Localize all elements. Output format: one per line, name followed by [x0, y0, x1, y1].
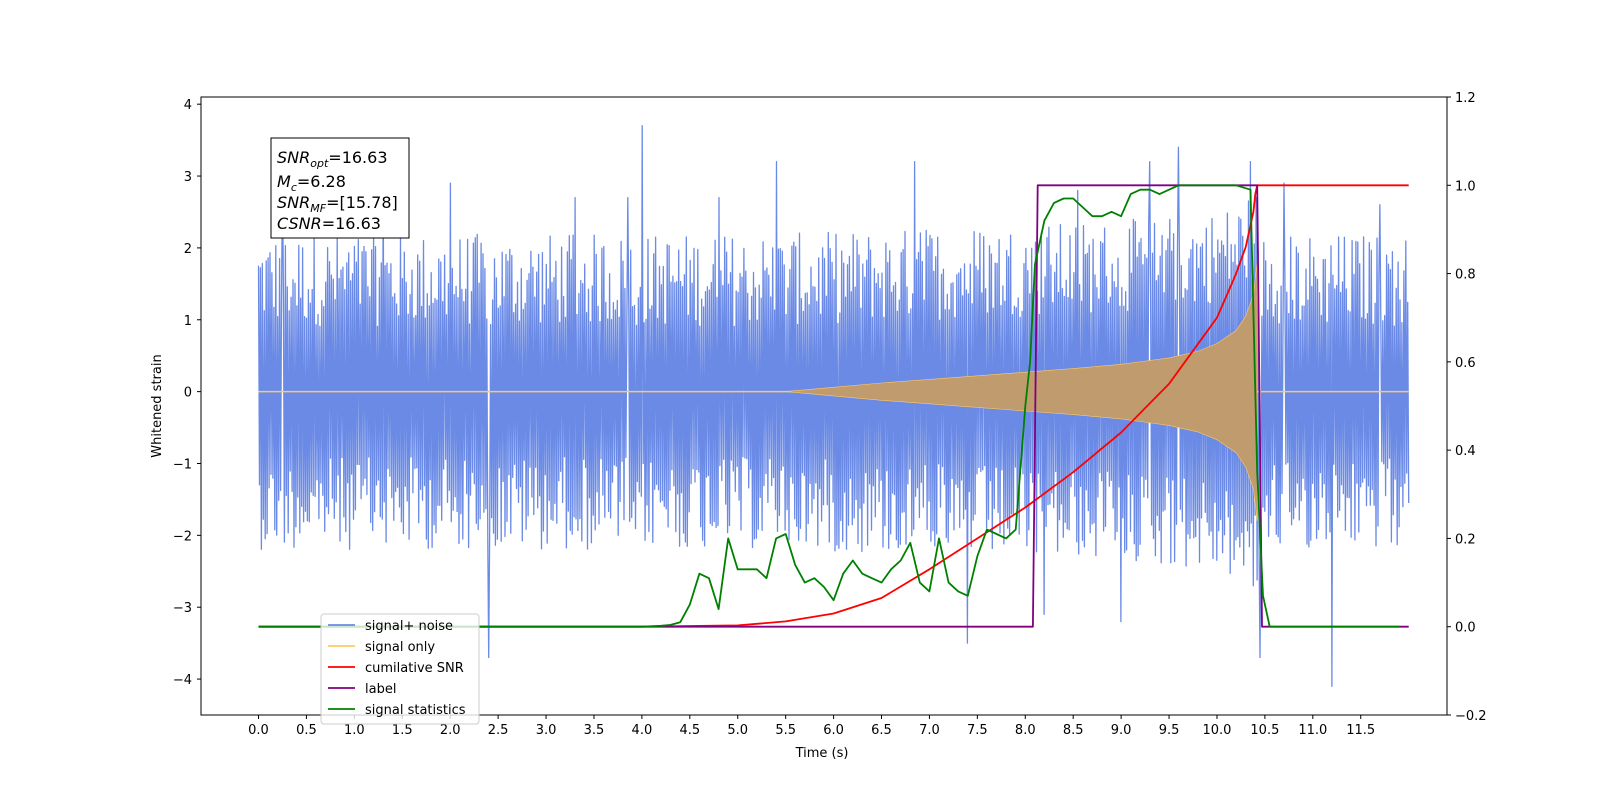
y2-tick-label: 0.2 — [1455, 532, 1476, 547]
snr-opt-value: =16.63 — [328, 148, 387, 167]
x-tick-label: 6.5 — [871, 723, 892, 738]
legend-label: label — [365, 682, 396, 697]
y-axis-right: −0.2 0.0 0.2 0.4 0.6 0.8 1.0 1.2 — [1447, 91, 1487, 724]
legend-label: signal+ noise — [365, 619, 453, 634]
x-tick-label: 3.0 — [536, 723, 557, 738]
x-axis-label: Time (s) — [795, 746, 849, 761]
x-tick-label: 4.5 — [679, 723, 700, 738]
legend-frame — [320, 613, 480, 725]
plot-frame — [200, 96, 1448, 716]
annotation-box: SNRopt=16.63 Mc=6.28 SNRMF=[15.78] CSNR=… — [270, 137, 410, 239]
y-tick-label: −1 — [173, 457, 192, 472]
y-tick-label: −2 — [173, 529, 192, 544]
y-tick-label: 4 — [184, 98, 192, 113]
annotation-snr-opt: SNRopt=16.63 — [277, 148, 388, 170]
x-tick-label: 5.5 — [775, 723, 796, 738]
x-tick-label: 11.0 — [1298, 723, 1327, 738]
y-tick-label: 0 — [184, 386, 192, 401]
x-tick-label: 9.0 — [1111, 723, 1132, 738]
snr-mf-sub: MF — [310, 202, 326, 215]
x-tick-label: 0.5 — [296, 723, 317, 738]
y-tick-label: 3 — [184, 170, 192, 185]
annotation-csnr: CSNR=16.63 — [277, 214, 381, 233]
annotation-frame — [270, 137, 410, 239]
annotation-mc: Mc=6.28 — [277, 172, 346, 194]
x-tick-label: 8.0 — [1015, 723, 1036, 738]
y2-tick-label: 1.2 — [1455, 91, 1476, 106]
x-tick-label: 7.0 — [919, 723, 940, 738]
x-tick-label: 2.5 — [488, 723, 509, 738]
x-axis: 0.0 0.5 1.0 1.5 2.0 2.5 3.0 3.5 4.0 4.5 5.0 5.5 6.0 6… — [248, 715, 1375, 738]
csnr-value: =16.63 — [322, 214, 381, 233]
y2-tick-label: 0.8 — [1455, 268, 1476, 283]
mc-sub: c — [291, 181, 297, 194]
x-tick-label: 7.5 — [967, 723, 988, 738]
x-tick-label: 1.0 — [344, 723, 365, 738]
x-tick-label: 11.5 — [1346, 723, 1375, 738]
x-tick-label: 6.0 — [823, 723, 844, 738]
x-tick-label: 3.5 — [584, 723, 605, 738]
x-tick-label: 0.0 — [248, 723, 269, 738]
x-tick-label: 5.0 — [727, 723, 748, 738]
series-signal-only — [785, 262, 1258, 522]
x-tick-label: 2.0 — [440, 723, 461, 738]
y-tick-label: 2 — [184, 242, 192, 257]
mc-value: =6.28 — [297, 172, 346, 191]
y2-tick-label: 0.0 — [1455, 621, 1476, 636]
series-layer — [257, 125, 1410, 687]
snr-mf-value: =[15.78] — [326, 193, 398, 212]
y2-tick-label: 0.4 — [1455, 444, 1476, 459]
series-cumulative-snr — [258, 184, 1409, 628]
y-tick-label: −3 — [173, 601, 192, 616]
x-tick-label: 4.0 — [632, 723, 653, 738]
mc-name: M — [277, 172, 291, 191]
x-tick-label: 10.5 — [1250, 723, 1279, 738]
y-tick-label: −4 — [173, 673, 192, 688]
y-axis-label: Whitened strain — [150, 354, 165, 457]
legend-label: cumilative SNR — [365, 661, 464, 676]
csnr-name: CSNR — [277, 214, 322, 233]
y-tick-label: 1 — [184, 314, 192, 329]
x-tick-label: 1.5 — [392, 723, 413, 738]
x-tick-label: 8.5 — [1063, 723, 1084, 738]
y2-tick-label: 0.6 — [1455, 356, 1476, 371]
series-signal-statistics — [258, 184, 1400, 628]
y-axis-left: −4 −3 −2 −1 0 1 2 3 4 — [173, 98, 201, 688]
legend-label: signal only — [365, 640, 435, 655]
snr-mf-name: SNR — [277, 193, 310, 212]
legend: signal+ noise signal only cumilative SNR la… — [320, 613, 480, 725]
x-tick-label: 9.5 — [1159, 723, 1180, 738]
x-tick-label: 10.0 — [1202, 723, 1231, 738]
snr-opt-name: SNR — [277, 148, 310, 167]
annotation-snr-mf: SNRMF=[15.78] — [277, 193, 398, 215]
snr-opt-sub: opt — [310, 157, 329, 170]
legend-label: signal statistics — [365, 703, 466, 718]
y2-tick-label: 1.0 — [1455, 179, 1476, 194]
y2-tick-label: −0.2 — [1455, 709, 1487, 724]
